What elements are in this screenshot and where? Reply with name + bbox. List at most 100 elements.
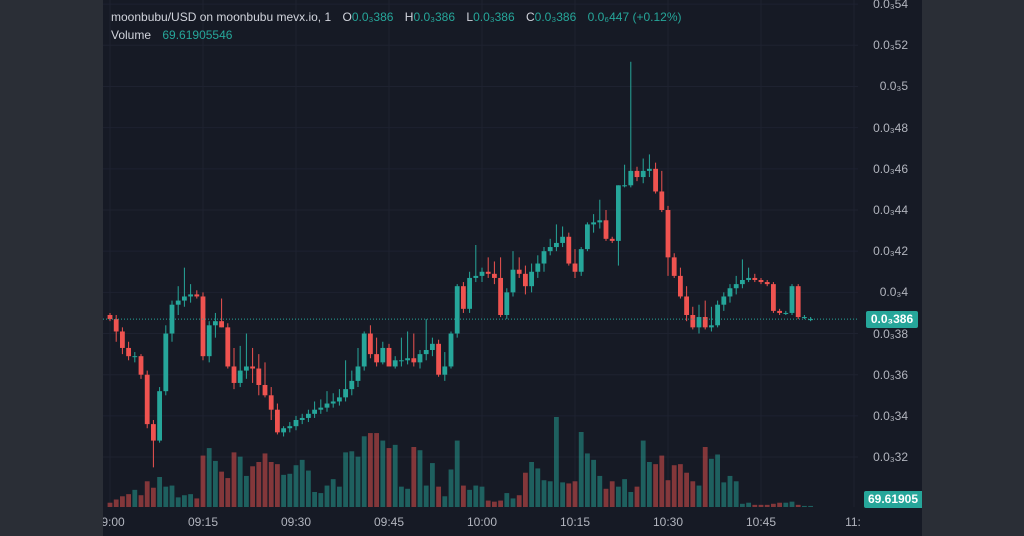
- candle-body: [299, 417, 305, 420]
- volume-row: Volume 69.61905546: [111, 26, 682, 44]
- symbol-label: moonbubu/USD on moonbubu mevx.io, 1: [111, 10, 332, 24]
- volume-bar: [721, 482, 727, 507]
- candle-body: [417, 354, 423, 363]
- volume-bar: [690, 481, 696, 507]
- candlestick-chart[interactable]: [103, 0, 922, 536]
- candle-body: [547, 247, 553, 252]
- volume-bar: [535, 468, 541, 507]
- candle-body: [225, 327, 231, 367]
- volume-bar: [250, 466, 255, 507]
- volume-bar: [287, 473, 293, 507]
- volume-bar: [374, 433, 379, 507]
- candle-body: [213, 321, 218, 326]
- time-tick-label: 10:00: [466, 515, 498, 529]
- candle-body: [107, 315, 113, 320]
- volume-bar: [653, 464, 658, 507]
- volume-bar: [157, 477, 162, 507]
- volume-bar: [330, 479, 336, 507]
- volume-value: 69.61905546: [162, 28, 233, 42]
- candle-body: [795, 286, 801, 318]
- volume-bar: [231, 452, 237, 507]
- candle-body: [380, 347, 386, 363]
- volume-bar: [281, 474, 286, 507]
- candle-body: [609, 238, 615, 241]
- high-key: H: [404, 10, 414, 24]
- volume-bar: [337, 486, 342, 507]
- price-tick-label: 0.0₃46: [873, 161, 908, 176]
- volume-bar: [634, 486, 640, 507]
- volume-bar: [795, 504, 801, 507]
- volume-bar: [399, 486, 404, 507]
- volume-bar: [554, 417, 559, 507]
- volume-bar: [603, 488, 609, 507]
- candle-body: [647, 168, 652, 171]
- candle-body: [244, 366, 249, 371]
- price-tick-label: 0.0₃54: [873, 0, 908, 12]
- candle-body: [163, 333, 169, 392]
- volume-bar: [740, 503, 745, 507]
- candle-body: [665, 210, 671, 258]
- volume-bar: [578, 432, 584, 507]
- candle-body: [622, 185, 627, 187]
- candle-body: [461, 286, 466, 309]
- candle-body: [120, 331, 125, 348]
- volume-bar: [678, 464, 683, 507]
- candle-body: [492, 273, 497, 278]
- candle-body: [752, 277, 758, 280]
- volume-bar: [293, 465, 299, 507]
- volume-bar: [454, 440, 460, 507]
- candle-body: [337, 397, 342, 402]
- candle-body: [554, 242, 559, 248]
- candle-body: [696, 317, 702, 328]
- candle-body: [361, 333, 367, 367]
- volume-bar: [225, 478, 231, 507]
- volume-bar: [368, 433, 373, 507]
- candle-body: [771, 284, 776, 311]
- volume-bar: [355, 456, 361, 507]
- candle-body: [597, 220, 603, 223]
- volume-bar: [640, 440, 646, 507]
- candle-body: [727, 288, 733, 297]
- chart-panel[interactable]: moonbubu/USD on moonbubu mevx.io, 1 O0.0…: [103, 0, 922, 536]
- volume-bar: [609, 481, 615, 507]
- volume-bar: [492, 501, 497, 507]
- candle-body: [237, 370, 243, 383]
- candle-body: [709, 325, 714, 328]
- candle-body: [585, 224, 590, 250]
- price-tick-label: 0.0₃38: [873, 326, 908, 341]
- candle-body: [349, 380, 355, 390]
- candle-body: [603, 220, 609, 239]
- volume-bar: [442, 496, 448, 507]
- candle-body: [777, 310, 782, 313]
- candle-body: [442, 366, 448, 375]
- volume-bar: [200, 455, 206, 507]
- price-tick-label: 0.0₃36: [873, 367, 908, 382]
- candle-body: [200, 296, 206, 357]
- close-value: 0.0₃386: [534, 10, 577, 24]
- candle-body: [740, 280, 745, 285]
- volume-bar: [479, 486, 485, 507]
- volume-bar: [206, 448, 212, 507]
- candle-body: [690, 315, 696, 328]
- volume-bar: [498, 500, 503, 507]
- candle-body: [113, 319, 119, 332]
- volume-bar: [169, 485, 175, 507]
- volume-bar: [237, 456, 243, 507]
- volume-bar: [392, 444, 398, 507]
- volume-bar: [802, 505, 807, 507]
- candle-body: [454, 286, 460, 334]
- candle-body: [430, 343, 435, 350]
- volume-bar: [467, 489, 472, 507]
- candle-body: [306, 413, 311, 418]
- last-price-badge: 0.0₃386: [866, 311, 918, 328]
- volume-bar: [504, 493, 510, 507]
- candle-body: [151, 424, 156, 441]
- candle-body: [783, 312, 789, 314]
- volume-bar: [789, 501, 795, 507]
- time-tick-label: 10:30: [652, 515, 684, 529]
- candle-body: [250, 366, 255, 369]
- volume-bar: [659, 455, 665, 507]
- candle-body: [634, 170, 640, 178]
- price-tick-label: 0.0₃34: [873, 408, 908, 423]
- candle-body: [541, 251, 547, 264]
